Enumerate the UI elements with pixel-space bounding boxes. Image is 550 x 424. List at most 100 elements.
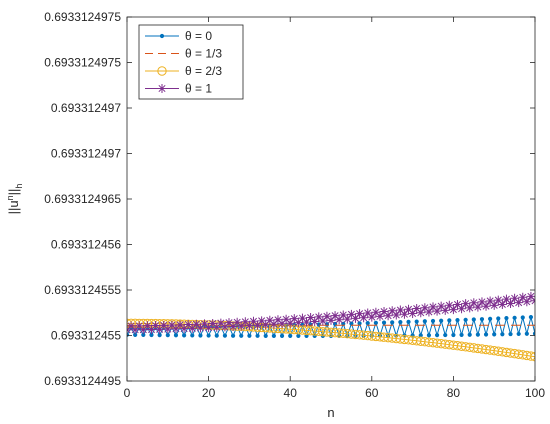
- legend-label: θ = 0: [185, 29, 212, 43]
- series-0-point: [455, 318, 460, 323]
- x-tick-label: 60: [365, 386, 379, 400]
- series-0-point: [508, 331, 513, 337]
- series-3-point: [293, 318, 303, 328]
- series-0-point: [398, 320, 403, 325]
- series-3-point: [220, 322, 230, 332]
- legend-label: θ = 2/3: [185, 64, 222, 78]
- series-0-point: [430, 318, 436, 324]
- series-0-point: [492, 332, 497, 337]
- series-3-point: [138, 325, 148, 335]
- y-axis-title-superscript: n: [5, 195, 15, 200]
- series-3-point: [142, 321, 152, 331]
- series-3-point: [155, 324, 165, 334]
- series-3-point: [375, 311, 385, 321]
- series-0-point: [516, 331, 521, 337]
- legend-marker: [159, 33, 165, 39]
- series-0-point: [512, 315, 517, 320]
- series-0-point: [426, 333, 432, 338]
- series-3-point: [187, 323, 197, 333]
- series-3-point: [257, 316, 267, 326]
- y-tick-label: 0.6933124965: [44, 192, 121, 206]
- series-0-point: [381, 320, 387, 325]
- series-0-point: [182, 333, 187, 338]
- series-3-point: [481, 301, 491, 311]
- legend-label: θ = 1: [185, 82, 212, 96]
- series-3-point: [297, 313, 307, 323]
- series-0-point: [483, 332, 489, 337]
- series-0-point: [279, 333, 285, 338]
- y-tick-label: 0.693312497: [51, 147, 121, 161]
- legend-marker: [157, 66, 167, 76]
- series-0-point: [500, 332, 505, 337]
- series-3-point: [522, 297, 532, 307]
- series-2-point: [526, 351, 535, 361]
- series-3-point: [175, 320, 185, 330]
- series-3-point: [171, 324, 181, 334]
- series-0-point: [406, 319, 411, 324]
- series-3-point: [367, 312, 377, 322]
- series-3-point: [428, 302, 438, 312]
- x-tick-label: 0: [124, 386, 131, 400]
- series-3-point: [424, 307, 434, 317]
- series-3-point: [277, 319, 287, 329]
- series-3-point: [167, 320, 177, 330]
- series-3-point: [127, 321, 136, 331]
- series-3-point: [350, 313, 360, 323]
- series-3-point: [383, 311, 393, 321]
- series-3-point: [208, 318, 218, 328]
- y-axis-title-close: ||: [6, 189, 21, 196]
- series-3-point: [440, 305, 450, 315]
- series-0-point: [198, 333, 203, 338]
- legend-entry-1: θ = 1/3: [145, 47, 222, 61]
- x-tick-label: 80: [447, 386, 461, 400]
- series-3-point: [436, 301, 446, 311]
- series-3-point: [448, 305, 458, 315]
- series-0-point: [373, 320, 378, 325]
- series-3-point: [200, 319, 210, 329]
- series-0-point: [488, 316, 493, 321]
- series-3-point: [432, 306, 442, 316]
- series-0-point: [451, 332, 456, 338]
- series-3-point: [146, 325, 156, 335]
- legend-entry-2: θ = 2/3: [145, 64, 222, 78]
- series-3-point: [465, 303, 475, 313]
- series-3-point: [473, 302, 483, 312]
- series-0-point: [504, 316, 509, 321]
- series-3-point: [338, 310, 348, 320]
- series-3-point: [485, 296, 495, 306]
- legend-entry-3: θ = 1: [145, 82, 212, 96]
- series-3-point: [212, 322, 222, 332]
- series-0-point: [206, 333, 211, 338]
- series-3-point: [191, 319, 201, 329]
- series-3-point: [151, 321, 161, 331]
- series-group: [127, 291, 535, 362]
- series-3-point: [501, 294, 511, 304]
- series-3-point: [228, 322, 238, 332]
- series-3-point: [452, 299, 462, 309]
- series-3-point: [363, 308, 373, 318]
- series-0-point: [214, 333, 219, 338]
- series-0-point: [390, 320, 395, 325]
- series-3-point: [134, 321, 144, 331]
- series-3-point: [457, 304, 467, 314]
- series-3-point: [281, 314, 291, 324]
- series-3-point: [204, 323, 214, 333]
- series-3-point: [334, 315, 344, 325]
- series-3-point: [493, 295, 503, 305]
- series-3-point: [326, 315, 336, 325]
- series-0-point: [296, 333, 301, 339]
- series-0-point: [520, 315, 525, 320]
- series-0-point: [439, 318, 444, 323]
- series-3-point: [391, 310, 401, 320]
- series-3-point: [359, 313, 369, 323]
- series-3-point: [159, 320, 169, 330]
- series-3-point: [285, 318, 295, 328]
- series-3-point: [444, 300, 454, 310]
- series-3-point: [469, 298, 479, 308]
- series-0-point: [165, 333, 170, 338]
- series-0-point: [496, 316, 501, 321]
- series-0-point: [190, 333, 195, 338]
- y-tick-label: 0.693312456: [51, 238, 121, 252]
- x-axis-title: n: [327, 405, 334, 420]
- series-3-point: [240, 317, 250, 327]
